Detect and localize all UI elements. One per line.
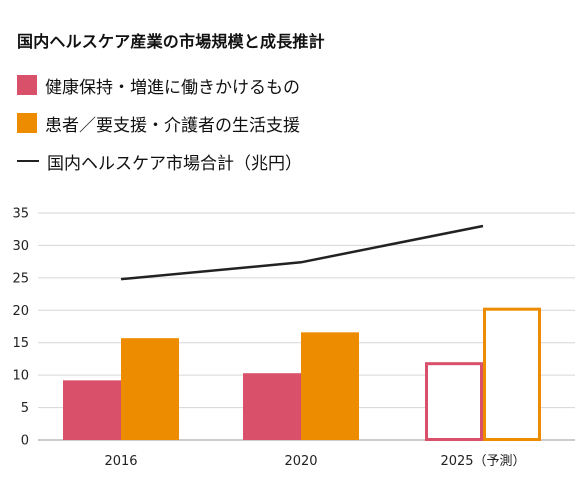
- legend-item-health: 健康保持・増進に働きかけるもの: [17, 66, 302, 104]
- total-line: [120, 224, 484, 281]
- y-tick-label: 15: [12, 336, 29, 351]
- total-line-series: [120, 224, 484, 281]
- y-axis-ticks: 0 5 10 15 20 25 30 35: [12, 207, 29, 449]
- x-axis-ticks: 2016 2020 2025（予測）: [104, 454, 525, 469]
- y-tick-label: 5: [21, 401, 29, 416]
- y-tick-label: 30: [12, 239, 29, 254]
- x-tick-label: 2016: [104, 454, 137, 469]
- legend-swatch-total: [17, 160, 39, 162]
- bars: [63, 307, 541, 442]
- legend-label-care: 患者／要支援・介護者の生活支援: [45, 115, 300, 136]
- legend-item-care: 患者／要支援・介護者の生活支援: [17, 104, 302, 142]
- legend: 健康保持・増進に働きかけるもの 患者／要支援・介護者の生活支援 国内ヘルスケア市…: [17, 66, 302, 180]
- legend-swatch-care: [17, 113, 37, 133]
- bar-care-2: [483, 307, 541, 442]
- x-tick-label: 2020: [284, 454, 317, 469]
- legend-item-total: 国内ヘルスケア市場合計（兆円）: [17, 142, 302, 180]
- bar-health-1: [243, 373, 301, 440]
- legend-label-total: 国内ヘルスケア市場合計（兆円）: [47, 153, 302, 174]
- y-tick-label: 20: [12, 304, 29, 319]
- bar-care-1: [301, 332, 359, 440]
- y-tick-label: 0: [21, 434, 29, 449]
- bar-health-2: [425, 362, 483, 441]
- legend-swatch-health: [17, 75, 37, 95]
- bar-health-0: [63, 380, 121, 440]
- bar-care-0: [121, 338, 179, 440]
- x-tick-label: 2025（予測）: [440, 454, 525, 469]
- chart-title: 国内ヘルスケア産業の市場規模と成長推計: [17, 32, 325, 51]
- y-tick-label: 25: [12, 271, 29, 286]
- legend-label-health: 健康保持・増進に働きかけるもの: [45, 77, 300, 98]
- y-tick-label: 10: [12, 369, 29, 384]
- y-tick-label: 35: [12, 207, 29, 222]
